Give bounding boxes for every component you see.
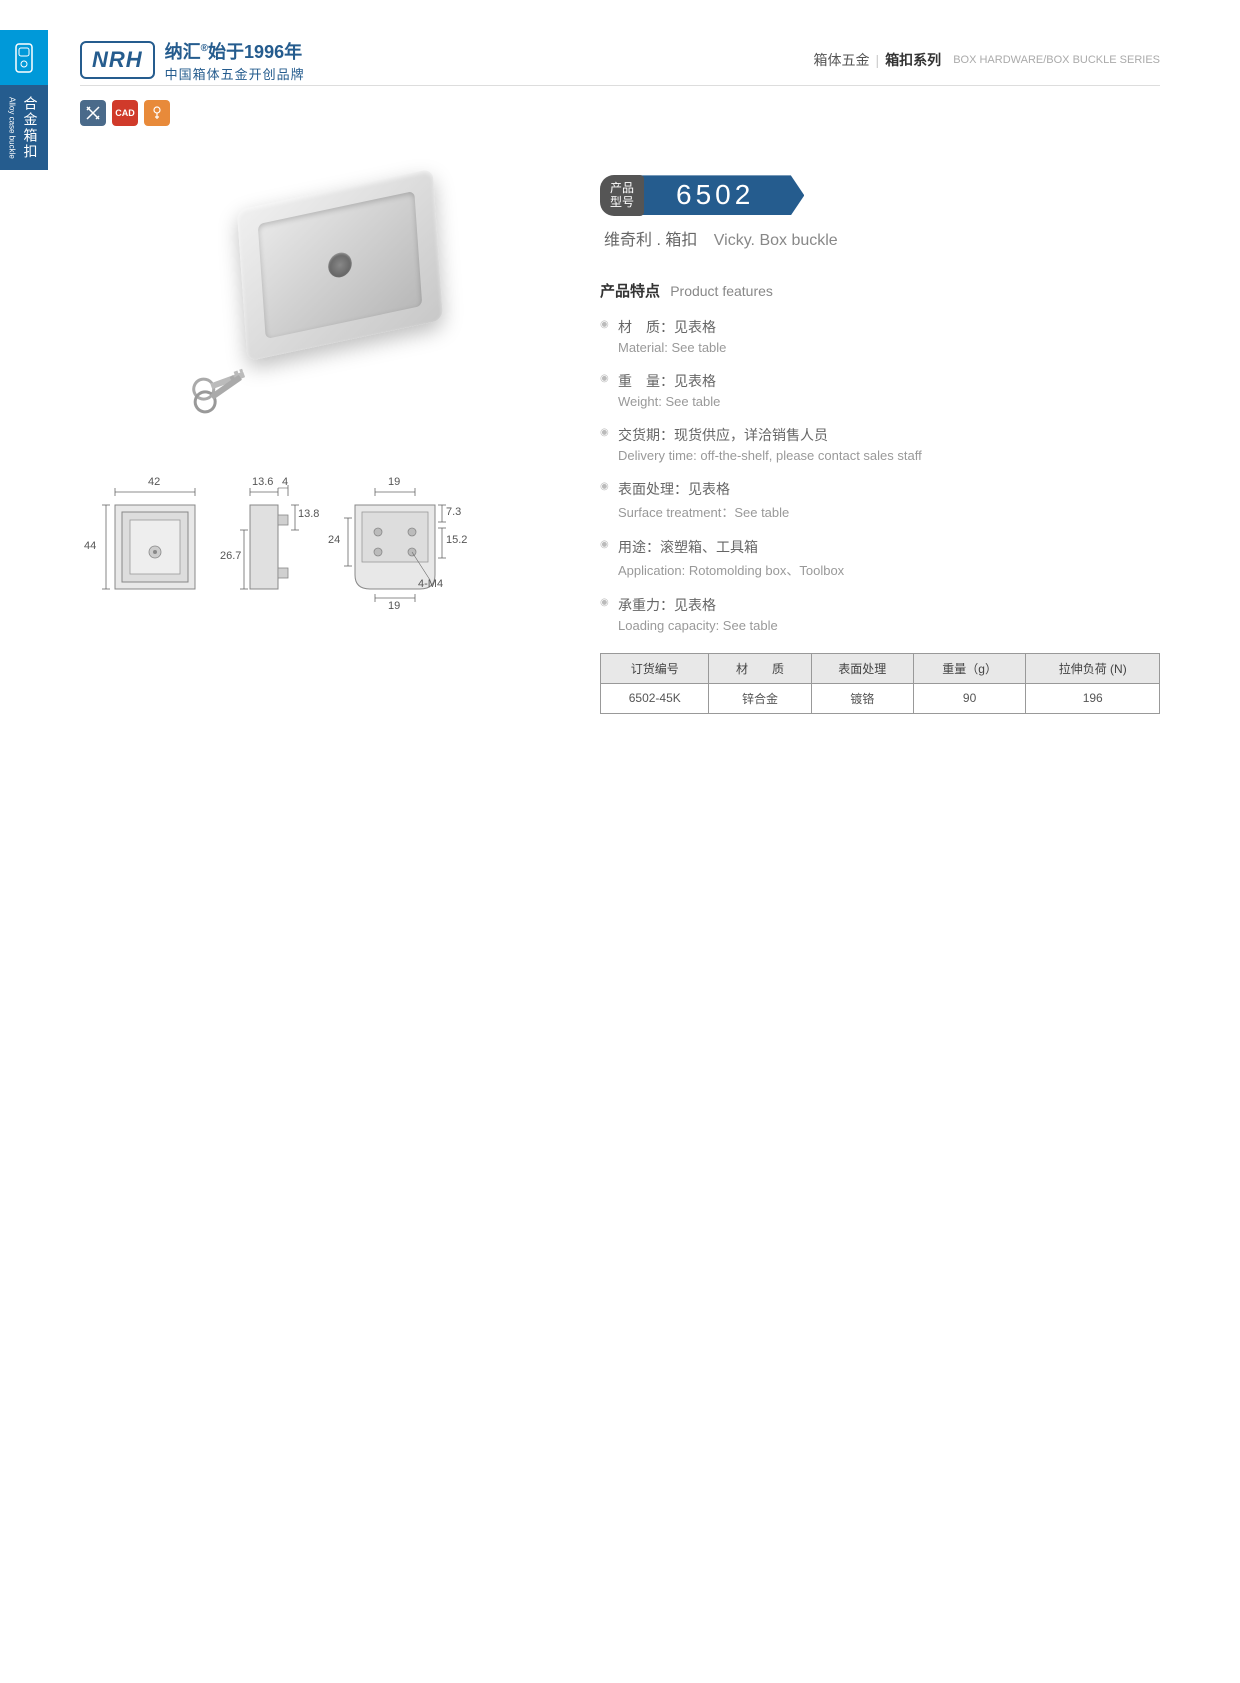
product-number: 6502 bbox=[636, 175, 804, 215]
feature-item: 材 质：见表格Material: See table bbox=[600, 317, 1160, 355]
icon-row: CAD bbox=[80, 100, 170, 126]
left-column: NRH bbox=[80, 160, 560, 714]
logo-block: NRH 纳汇®始于1996年 中国箱体五金开创品牌 bbox=[80, 38, 305, 83]
side-tab-label: Alloy case buckle 合金箱扣 bbox=[0, 85, 48, 170]
side-tab-cn: 合金箱扣 bbox=[21, 96, 41, 160]
keys-render bbox=[185, 355, 275, 415]
feature-item: 表面处理：见表格Surface treatment：See table bbox=[600, 479, 1160, 521]
drawing-side: 13.6 4 13.8 26.7 bbox=[240, 480, 310, 610]
logo-tagline: 中国箱体五金开创品牌 bbox=[165, 64, 305, 83]
table-header: 材 质 bbox=[709, 653, 811, 683]
drawing-back: 19 24 15.2 7.3 19 4-M4 bbox=[340, 480, 460, 610]
table-header: 表面处理 bbox=[811, 653, 913, 683]
header-divider bbox=[80, 85, 1160, 86]
table-row: 6502-45K锌合金镀铬90196 bbox=[601, 683, 1160, 713]
icon-badge-3 bbox=[144, 100, 170, 126]
features-title: 产品特点 Product features bbox=[600, 280, 1160, 301]
table-header-row: 订货编号材 质表面处理重量（g）拉伸负荷 (N) bbox=[601, 653, 1160, 683]
table-header: 订货编号 bbox=[601, 653, 709, 683]
feature-item: 交货期：现货供应，详洽销售人员Delivery time: off-the-sh… bbox=[600, 425, 1160, 463]
logo-mark: NRH bbox=[80, 41, 155, 79]
logo-line1: 纳汇®始于1996年 bbox=[165, 38, 305, 64]
icon-badge-2: CAD bbox=[112, 100, 138, 126]
cat-en: BOX HARDWARE/BOX BUCKLE SERIES bbox=[953, 54, 1160, 66]
product-header: 产品 型号 6502 bbox=[600, 175, 1160, 216]
content: NRH bbox=[80, 160, 1160, 714]
cat-divider: | bbox=[876, 52, 880, 68]
buckle-icon bbox=[12, 40, 36, 76]
right-column: 产品 型号 6502 维奇利 . 箱扣 Vicky. Box buckle 产品… bbox=[600, 160, 1160, 714]
side-tab-icon bbox=[0, 30, 48, 85]
drawing-front: 42 44 bbox=[100, 480, 210, 610]
table-body: 6502-45K锌合金镀铬90196 bbox=[601, 683, 1160, 713]
logo-text: 纳汇®始于1996年 中国箱体五金开创品牌 bbox=[165, 38, 305, 83]
product-photo: NRH bbox=[170, 180, 470, 420]
feature-item: 承重力：见表格Loading capacity: See table bbox=[600, 595, 1160, 633]
header-category: 箱体五金 | 箱扣系列 BOX HARDWARE/BOX BUCKLE SERI… bbox=[814, 50, 1160, 70]
side-tab-en: Alloy case buckle bbox=[8, 97, 17, 159]
feature-item: 重 量：见表格Weight: See table bbox=[600, 371, 1160, 409]
cat-cn1: 箱体五金 bbox=[814, 50, 870, 70]
table-header: 重量（g） bbox=[913, 653, 1026, 683]
tech-drawings: 42 44 bbox=[80, 480, 560, 610]
page: Alloy case buckle 合金箱扣 NRH 纳汇®始于1996年 中国… bbox=[0, 0, 1240, 1683]
spec-table: 订货编号材 质表面处理重量（g）拉伸负荷 (N) 6502-45K锌合金镀铬90… bbox=[600, 653, 1160, 714]
header: NRH 纳汇®始于1996年 中国箱体五金开创品牌 箱体五金 | 箱扣系列 BO… bbox=[80, 35, 1160, 85]
lock-render: NRH bbox=[237, 169, 443, 362]
icon-badge-1 bbox=[80, 100, 106, 126]
cat-cn2: 箱扣系列 bbox=[885, 50, 941, 70]
feature-item: 用途：滚塑箱、工具箱Application: Rotomolding box、T… bbox=[600, 537, 1160, 579]
product-subtitle: 维奇利 . 箱扣 Vicky. Box buckle bbox=[604, 226, 1160, 250]
side-tab: Alloy case buckle 合金箱扣 bbox=[0, 30, 48, 170]
table-header: 拉伸负荷 (N) bbox=[1026, 653, 1160, 683]
feature-list: 材 质：见表格Material: See table 重 量：见表格Weight:… bbox=[600, 317, 1160, 633]
product-label-badge: 产品 型号 bbox=[600, 175, 644, 216]
